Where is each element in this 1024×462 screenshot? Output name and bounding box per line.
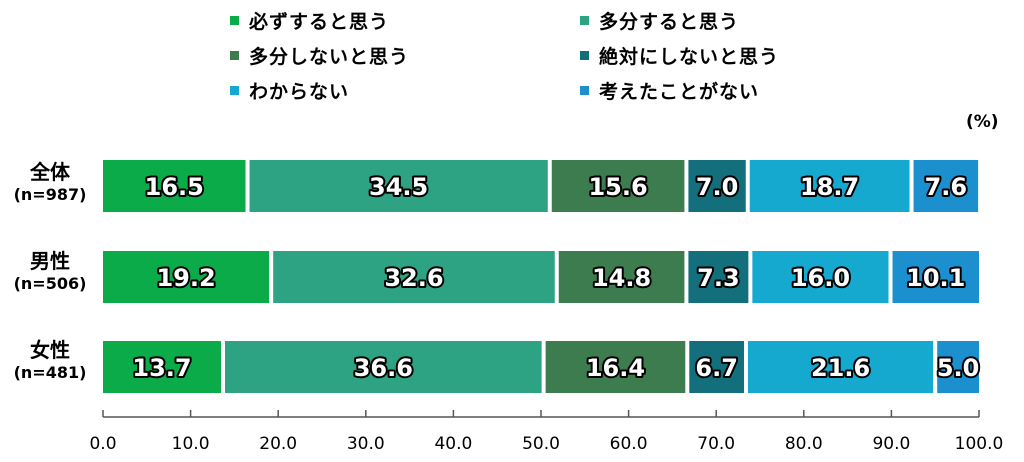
- legend-label: 絶対にしないと思う: [599, 45, 780, 68]
- data-label: 16.4: [586, 354, 645, 382]
- bar-segment: [892, 251, 979, 303]
- category-count: (n=987): [13, 185, 87, 204]
- legend-item: 多分すると思う: [580, 7, 739, 33]
- data-label: 19.2: [156, 264, 215, 292]
- data-label: 6.7: [695, 354, 738, 382]
- data-label: 5.0: [937, 354, 980, 382]
- bar-segment: [752, 251, 889, 303]
- bar-segment: [103, 160, 246, 212]
- bar-segment: [749, 160, 910, 212]
- legend-label: 多分しないと思う: [249, 45, 410, 68]
- unit-label: (%): [966, 112, 999, 132]
- legend-swatch: [580, 50, 589, 60]
- bar-segment: [249, 160, 548, 212]
- data-label: 10.1: [906, 264, 965, 292]
- category-name: 男性: [30, 249, 70, 273]
- legend-item: 考えたことがない: [580, 77, 759, 103]
- legend-label: わからない: [249, 80, 350, 103]
- legend-swatch: [230, 85, 239, 95]
- x-tick-label: 80.0: [785, 434, 823, 454]
- bar-segment: [103, 251, 270, 303]
- data-label: 21.6: [811, 354, 870, 382]
- bar-segment: [558, 251, 685, 303]
- x-tick-label: 30.0: [347, 434, 385, 454]
- bar-segment: [688, 160, 746, 212]
- data-label: 16.0: [791, 264, 850, 292]
- legend-label: 必ずすると思う: [249, 10, 390, 33]
- data-label: 7.0: [696, 173, 739, 201]
- x-tick-label: 0.0: [89, 434, 116, 454]
- x-tick-label: 50.0: [522, 434, 560, 454]
- data-label: 36.6: [354, 354, 413, 382]
- category-label: 全体 (n=987): [0, 160, 100, 206]
- category-name: 女性: [30, 338, 70, 362]
- data-label: 16.5: [145, 173, 204, 201]
- data-label: 18.7: [800, 173, 859, 201]
- legend-swatch: [230, 50, 239, 60]
- data-label: 7.6: [925, 173, 968, 201]
- bar-segment: [688, 251, 749, 303]
- x-tick-label: 20.0: [259, 434, 297, 454]
- data-label: 15.6: [588, 173, 647, 201]
- legend-swatch: [580, 85, 589, 95]
- legend-label: 多分すると思う: [599, 10, 740, 33]
- bar-segment: [689, 341, 744, 393]
- bar-segment: [225, 341, 542, 393]
- bar-segment: [103, 341, 222, 393]
- x-tick-label: 60.0: [610, 434, 648, 454]
- data-label: 14.8: [592, 264, 651, 292]
- category-count: (n=481): [13, 363, 87, 382]
- data-label: 13.7: [132, 354, 191, 382]
- bar-segment: [273, 251, 555, 303]
- bar-segment: [913, 160, 979, 212]
- category-label: 女性 (n=481): [0, 338, 100, 384]
- legend-label: 考えたことがない: [599, 80, 760, 103]
- legend-item: 絶対にしないと思う: [580, 42, 779, 68]
- bar-segment: [545, 341, 686, 393]
- data-label: 34.5: [369, 173, 428, 201]
- legend-swatch: [580, 15, 589, 25]
- bar-segment: [747, 341, 934, 393]
- x-tick-label: 40.0: [434, 434, 472, 454]
- legend-item: わからない: [230, 77, 349, 103]
- data-label: 7.3: [697, 264, 740, 292]
- category-count: (n=506): [13, 274, 87, 293]
- data-label: 32.6: [384, 264, 443, 292]
- legend-swatch: [230, 15, 239, 25]
- x-tick-label: 10.0: [172, 434, 210, 454]
- category-label: 男性 (n=506): [0, 249, 100, 295]
- x-tick-label: 70.0: [697, 434, 735, 454]
- bar-segment: [551, 160, 685, 212]
- x-tick-label: 100.0: [955, 434, 1004, 454]
- category-name: 全体: [30, 160, 70, 184]
- x-tick-label: 90.0: [872, 434, 910, 454]
- legend-item: 必ずすると思う: [230, 7, 389, 33]
- bar-segment: [937, 341, 979, 393]
- legend-item: 多分しないと思う: [230, 42, 409, 68]
